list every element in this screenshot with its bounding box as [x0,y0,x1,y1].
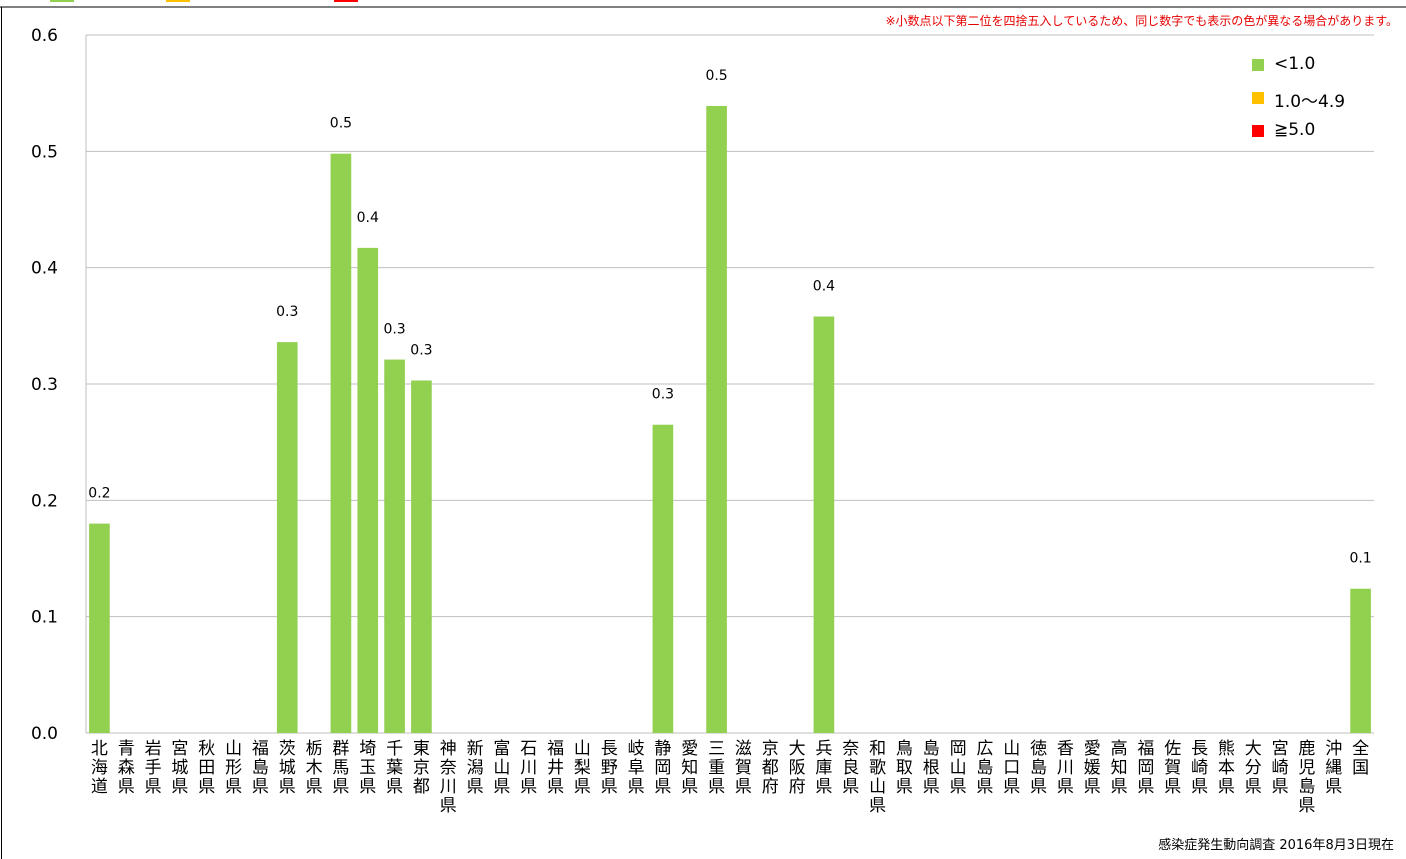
x-tick-label: 秋田県 [198,739,215,797]
top-mark-orange [166,0,190,2]
legend-swatch-high [1252,125,1264,137]
x-tick-label: 佐賀県 [1164,739,1181,797]
x-tick-label: 静岡県 [654,739,671,797]
x-tick-label: 岩手県 [145,739,162,797]
x-tick-label: 全国 [1352,739,1369,778]
data-label: 0.3 [652,387,674,403]
x-tick-label: 岐阜県 [628,739,645,797]
x-tick-label: 島根県 [923,739,940,797]
x-tick-label: 三重県 [708,739,725,797]
bar [652,424,674,733]
y-tick-label: 0.6 [31,26,58,46]
y-axis-ticks: 0.0 0.1 0.2 0.3 0.4 0.5 0.6 [31,26,58,744]
x-tick-label: 広島県 [976,739,993,797]
gridlines [86,34,1374,734]
x-tick-label: 京都府 [762,739,779,797]
x-axis-ticks: 北海道青森県岩手県宮城県秋田県山形県福島県茨城県栃木県群馬県埼玉県千葉県東京都神… [91,739,1369,816]
source-note: 感染症発生動向調査 2016年8月3日現在 [1158,838,1394,853]
x-tick-label: 福岡県 [1137,739,1154,797]
x-tick-label: 富山県 [493,739,510,797]
x-tick-label: 岡山県 [950,739,967,797]
x-tick-label: 石川県 [520,739,537,797]
data-label: 0.5 [330,116,352,132]
legend-label-mid: 1.0〜4.9 [1274,92,1346,112]
legend-swatch-mid [1252,92,1264,104]
y-tick-label: 0.5 [31,142,58,162]
x-tick-label: 東京都 [413,739,430,797]
x-tick-label: 奈良県 [842,739,859,797]
x-tick-label: 千葉県 [386,739,403,797]
x-tick-label: 沖縄県 [1325,739,1342,797]
legend-label-high: ≧5.0 [1274,120,1316,140]
y-tick-label: 0.3 [31,375,58,395]
x-tick-label: 埼玉県 [359,739,376,797]
x-tick-label: 大分県 [1245,739,1262,797]
x-tick-label: 青森県 [118,739,135,797]
bar [411,380,432,733]
data-label: 0.3 [276,304,298,320]
x-tick-label: 茨城県 [279,739,296,797]
x-tick-label: 群馬県 [332,739,349,797]
data-label: 0.3 [410,343,432,359]
x-tick-label: 高知県 [1111,739,1128,797]
y-tick-label: 0.0 [31,724,58,744]
x-tick-label: 新潟県 [467,739,484,797]
x-tick-label: 山梨県 [574,739,591,797]
data-labels: 0.2 0.3 0.5 0.4 0.3 0.3 0.3 0.5 0.4 0.1 [88,68,1371,567]
x-tick-label: 神奈川県 [440,739,457,816]
x-tick-label: 兵庫県 [815,739,832,797]
bars [89,105,1371,734]
y-tick-label: 0.4 [31,259,58,279]
x-tick-label: 鳥取県 [896,739,913,797]
bar [357,247,379,733]
x-tick-label: 宮崎県 [1272,739,1289,797]
x-tick-label: 山口県 [1003,739,1020,797]
data-label: 0.4 [357,210,379,226]
x-tick-label: 福井県 [547,739,564,797]
data-label: 0.2 [88,486,110,502]
x-tick-label: 福島県 [252,739,269,797]
bar [276,342,298,733]
x-tick-label: 滋賀県 [735,739,752,797]
x-tick-label: 宮城県 [171,739,188,797]
legend-label-low: <1.0 [1274,54,1316,74]
legend-swatch-low [1252,59,1264,71]
x-tick-label: 愛媛県 [1084,739,1101,797]
bar [1350,588,1371,733]
x-tick-label: 大阪府 [789,739,806,797]
data-label: 0.3 [383,322,405,338]
bar [813,316,835,733]
data-label: 0.5 [705,68,727,84]
top-mark-green [50,0,74,2]
bar [384,359,405,733]
x-tick-label: 鹿児島県 [1298,739,1315,816]
x-tick-label: 栃木県 [306,739,323,797]
rounding-notice: ※小数点以下第二位を四捨五入しているため、同じ数字でも表示の色が異なる場合があり… [885,14,1399,28]
top-mark-red [334,0,358,2]
x-tick-label: 和歌山県 [869,739,886,816]
y-tick-label: 0.2 [31,491,58,511]
x-tick-label: 愛知県 [681,739,698,797]
x-tick-label: 長野県 [601,739,618,797]
bar [706,105,727,734]
y-tick-label: 0.1 [31,608,58,628]
x-tick-label: 長崎県 [1191,739,1208,797]
data-label: 0.4 [813,279,835,295]
bar [89,523,110,733]
bar [330,153,352,733]
x-tick-label: 山形県 [225,739,242,797]
data-label: 0.1 [1349,551,1371,567]
x-tick-label: 北海道 [91,739,108,797]
x-tick-label: 香川県 [1057,739,1074,797]
x-tick-label: 徳島県 [1030,739,1047,797]
x-tick-label: 熊本県 [1218,739,1235,797]
